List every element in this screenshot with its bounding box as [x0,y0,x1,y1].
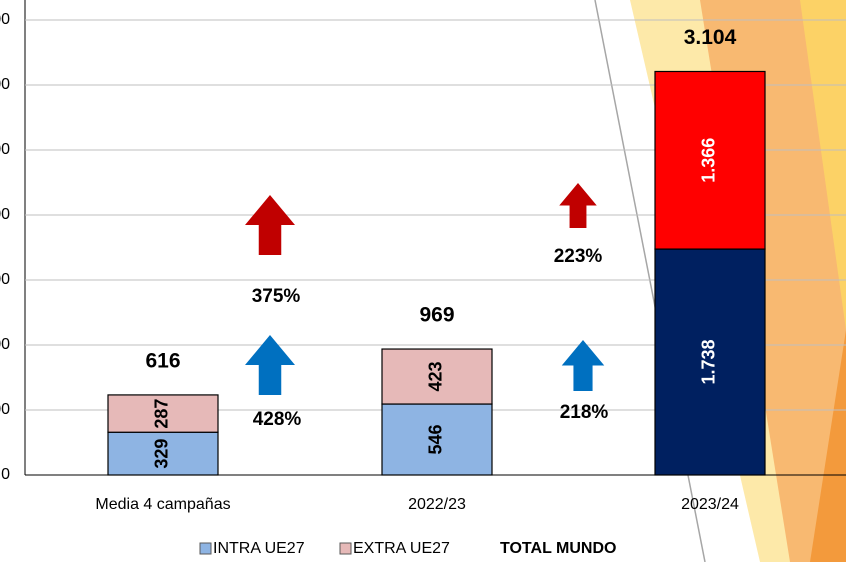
x-tick-label: 2022/23 [408,496,466,513]
y-tick-label: 3.000 [0,76,10,93]
x-tick-label: 2023/24 [681,496,739,513]
legend-label: INTRA UE27 [213,540,305,557]
arrow-icon [562,340,605,391]
y-tick-label: 3.500 [0,11,10,28]
annotation: 375% [252,286,301,307]
y-tick-label: 0 [1,466,10,483]
value-label: 287 [152,399,172,429]
x-tick-label: Media 4 campañas [95,496,230,513]
legend-label: TOTAL MUNDO [500,540,616,557]
y-tick-label: 1.000 [0,336,10,353]
arrow-icon [245,195,295,255]
value-label: 1.366 [699,138,719,183]
value-label: 423 [426,362,446,392]
y-tick-label: 2.500 [0,141,10,158]
y-tick-label: 2.000 [0,206,10,223]
annotation: 218% [560,402,609,423]
y-tick-label: 500 [0,401,10,418]
arrow-icon [559,183,597,228]
arrow-icon [245,335,295,395]
total-label: 3.104 [684,26,737,49]
legend: INTRA UE27 EXTRA UE27 TOTAL MUNDO [200,540,616,557]
annotation: 223% [554,246,603,267]
annotation: 428% [253,409,302,430]
legend-swatch [340,543,351,554]
total-label: 969 [419,304,454,327]
chart: INTRA UE27 EXTRA UE27 TOTAL MUNDO 0 500 1.00… [0,0,846,562]
total-label: 616 [145,349,180,372]
value-label: 546 [426,424,446,454]
y-tick-label: 1.500 [0,271,10,288]
value-label: 1.738 [699,340,719,385]
legend-swatch [200,543,211,554]
value-label: 329 [152,439,172,469]
legend-label: EXTRA UE27 [353,540,450,557]
